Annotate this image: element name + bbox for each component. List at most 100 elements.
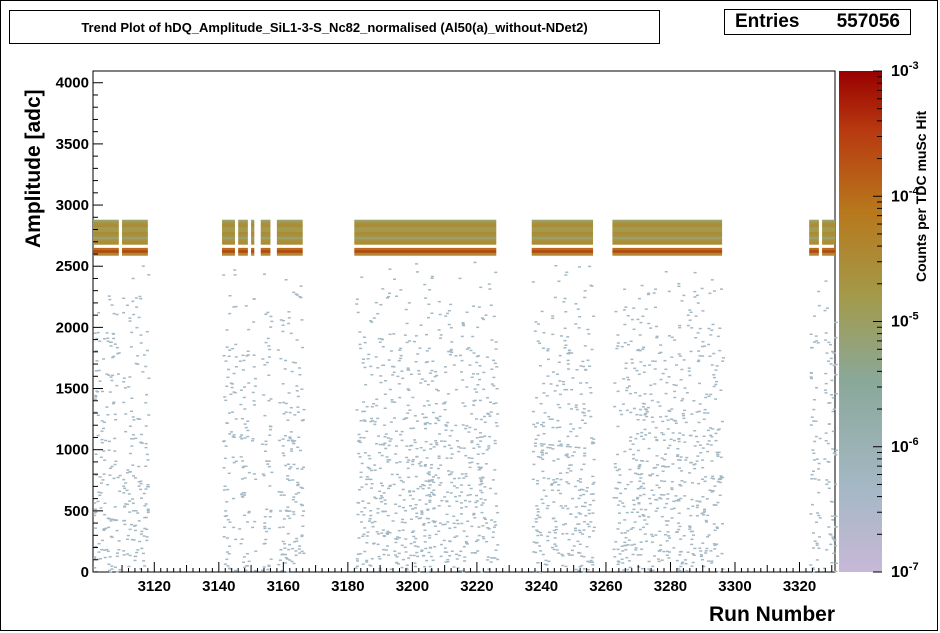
heatmap-cell xyxy=(818,437,822,440)
heatmap-cell xyxy=(380,454,384,457)
heatmap-cell xyxy=(672,383,676,386)
heatmap-cell xyxy=(382,553,386,556)
x-tick-label: 3160 xyxy=(267,578,300,595)
heatmap-cell xyxy=(141,371,145,373)
heatmap-cell xyxy=(139,488,143,491)
heatmap-cell xyxy=(708,355,712,358)
heatmap-cell xyxy=(301,487,305,489)
heatmap-cell xyxy=(361,563,365,565)
heatmap-cell xyxy=(685,570,689,572)
heatmap-cell xyxy=(467,484,471,487)
heatmap-cell xyxy=(297,491,301,494)
heatmap-cell xyxy=(621,403,625,405)
heatmap-cell xyxy=(399,289,403,291)
heatmap-cell xyxy=(364,483,368,486)
heatmap-cell xyxy=(811,567,815,569)
heatmap-cell xyxy=(283,368,287,370)
heatmap-cell xyxy=(624,306,628,308)
heatmap-cell xyxy=(443,440,447,443)
heatmap-cell xyxy=(637,466,641,468)
heatmap-cell xyxy=(541,458,545,460)
heatmap-cell xyxy=(415,420,419,422)
heatmap-cell xyxy=(573,485,577,488)
heatmap-cell xyxy=(473,552,477,554)
heatmap-cell xyxy=(410,531,414,533)
heatmap-cell xyxy=(612,496,616,499)
heatmap-cell xyxy=(705,498,709,500)
heatmap-cell xyxy=(531,234,594,238)
heatmap-cell xyxy=(243,494,247,496)
heatmap-cell xyxy=(677,285,681,288)
heatmap-cell xyxy=(707,534,711,536)
heatmap-cell xyxy=(544,495,548,497)
heatmap-cell xyxy=(809,564,813,566)
heatmap-cell xyxy=(670,356,674,358)
heatmap-cell xyxy=(437,457,441,460)
heatmap-cell xyxy=(659,497,663,500)
heatmap-cell xyxy=(408,449,412,451)
heatmap-cell xyxy=(581,489,585,491)
heatmap-cell xyxy=(415,271,419,273)
heatmap-cell xyxy=(232,306,236,308)
heatmap-cell xyxy=(463,405,467,407)
heatmap-cell xyxy=(566,336,570,338)
heatmap-cell xyxy=(712,543,716,545)
heatmap-cell xyxy=(443,523,447,526)
heatmap-cell xyxy=(641,402,645,405)
heatmap-cell xyxy=(672,547,676,549)
heatmap-cell xyxy=(541,553,545,556)
heatmap-cell xyxy=(693,296,697,298)
heatmap-cell xyxy=(428,501,432,503)
heatmap-cell xyxy=(225,329,229,331)
heatmap-cell xyxy=(563,327,567,330)
heatmap-cell xyxy=(401,518,405,521)
heatmap-cell xyxy=(429,547,433,549)
heatmap-cell xyxy=(592,438,596,440)
heatmap-cell xyxy=(627,379,631,381)
heatmap-cell xyxy=(647,322,651,325)
heatmap-cell xyxy=(253,385,257,387)
heatmap-cell xyxy=(438,313,442,316)
heatmap-cell xyxy=(405,445,409,447)
heatmap-cell xyxy=(367,478,371,480)
heatmap-cell xyxy=(668,537,672,539)
heatmap-cell xyxy=(240,434,244,436)
heatmap-cell xyxy=(222,274,226,276)
heatmap-cell xyxy=(383,436,387,438)
heatmap-cell xyxy=(703,412,707,414)
heatmap-cell xyxy=(449,348,453,351)
heatmap-cell xyxy=(431,476,435,478)
heatmap-cell xyxy=(703,480,707,483)
heatmap-cell xyxy=(817,462,821,465)
heatmap-cell xyxy=(486,527,490,529)
heatmap-cell xyxy=(629,481,633,483)
heatmap-cell xyxy=(252,321,256,323)
heatmap-cell xyxy=(109,341,113,343)
heatmap-cell xyxy=(640,548,644,551)
heatmap-cell xyxy=(131,438,135,440)
heatmap-cell xyxy=(616,334,620,336)
heatmap-cell xyxy=(288,517,292,520)
heatmap-cell xyxy=(109,535,113,538)
heatmap-cell xyxy=(470,441,474,444)
heatmap-cell xyxy=(592,458,596,461)
heatmap-cell xyxy=(476,550,480,552)
heatmap-cell xyxy=(815,544,819,546)
heatmap-cell xyxy=(131,300,135,303)
heatmap-cell xyxy=(288,559,292,561)
heatmap-cell xyxy=(586,359,590,362)
heatmap-cell xyxy=(445,457,449,459)
heatmap-cell xyxy=(478,477,482,479)
heatmap-cell xyxy=(531,219,594,223)
heatmap-cell xyxy=(96,500,100,503)
heatmap-cell xyxy=(251,234,255,238)
heatmap-cell xyxy=(822,222,835,226)
heatmap-cell xyxy=(643,414,647,416)
heatmap-cell xyxy=(659,344,663,346)
heatmap-cell xyxy=(628,385,632,387)
heatmap-cell xyxy=(576,540,580,543)
heatmap-cell xyxy=(474,506,478,508)
heatmap-cell xyxy=(283,553,287,556)
heatmap-cell xyxy=(591,561,595,563)
heatmap-cell xyxy=(435,374,439,377)
